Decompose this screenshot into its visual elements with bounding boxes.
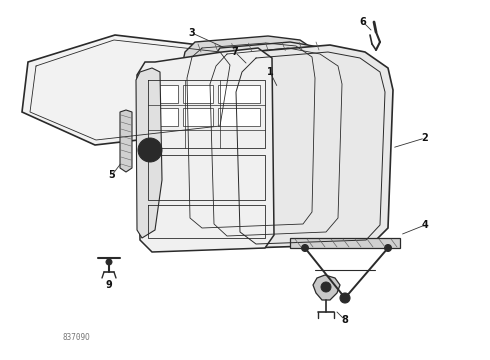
Bar bbox=[218, 108, 260, 126]
Polygon shape bbox=[137, 48, 274, 252]
Text: 4: 4 bbox=[421, 220, 428, 230]
Circle shape bbox=[138, 138, 162, 162]
Text: 9: 9 bbox=[106, 280, 112, 290]
Polygon shape bbox=[290, 238, 400, 248]
Bar bbox=[153, 108, 178, 126]
Text: 5: 5 bbox=[109, 170, 115, 180]
Circle shape bbox=[301, 244, 309, 252]
Polygon shape bbox=[228, 45, 393, 248]
Polygon shape bbox=[204, 42, 350, 240]
Circle shape bbox=[340, 293, 350, 303]
Circle shape bbox=[106, 259, 112, 265]
Polygon shape bbox=[120, 110, 132, 172]
Text: 3: 3 bbox=[189, 28, 196, 38]
Circle shape bbox=[321, 282, 331, 292]
Polygon shape bbox=[180, 36, 322, 232]
Bar bbox=[183, 85, 213, 103]
Text: 7: 7 bbox=[232, 47, 238, 57]
Polygon shape bbox=[22, 35, 238, 145]
Text: 83709O: 83709O bbox=[62, 333, 90, 342]
Polygon shape bbox=[313, 275, 340, 300]
Text: 2: 2 bbox=[421, 133, 428, 143]
Polygon shape bbox=[136, 68, 162, 238]
Text: 6: 6 bbox=[360, 17, 367, 27]
Bar bbox=[183, 108, 213, 126]
Circle shape bbox=[385, 244, 392, 252]
Bar bbox=[153, 85, 178, 103]
Bar bbox=[218, 85, 260, 103]
Text: 1: 1 bbox=[267, 67, 273, 77]
Text: 8: 8 bbox=[342, 315, 348, 325]
